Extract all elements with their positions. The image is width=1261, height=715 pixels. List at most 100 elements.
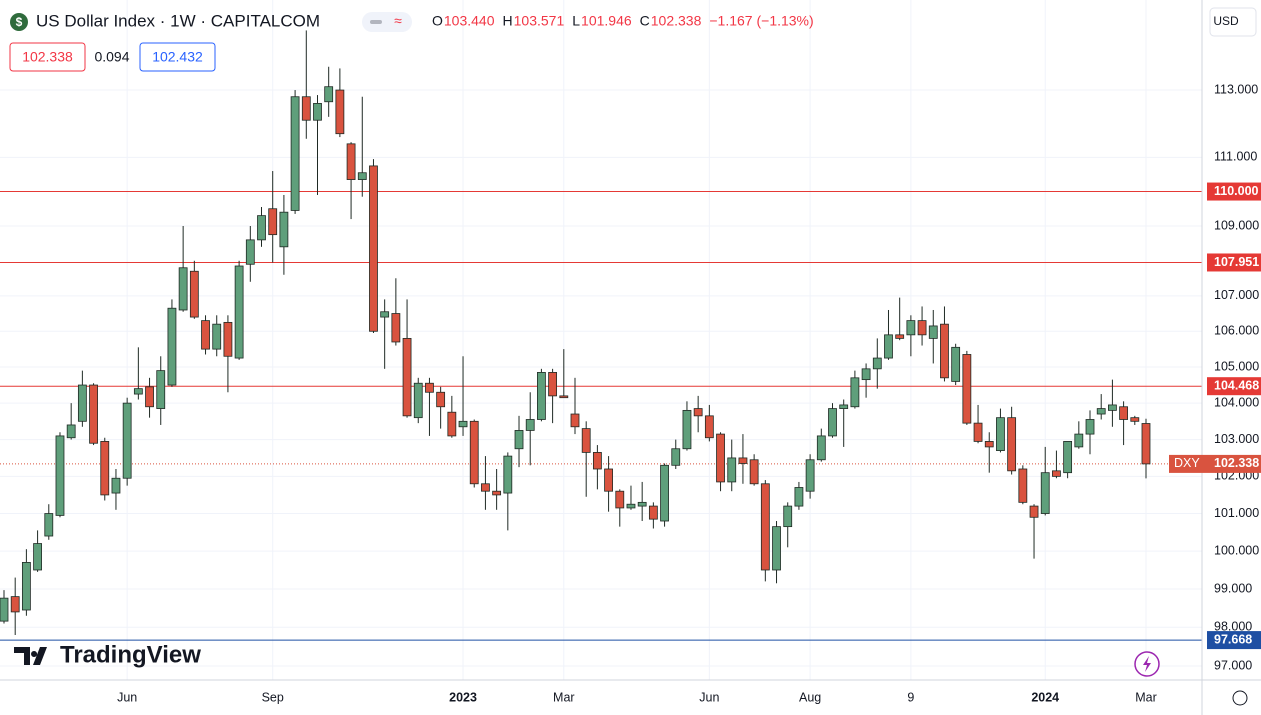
- candle-body: [503, 455, 513, 494]
- candle-body: [10, 596, 20, 613]
- currency-button[interactable]: [1209, 7, 1257, 37]
- candle-body: [324, 86, 334, 103]
- candle-body: [772, 526, 781, 571]
- candle-body: [783, 505, 793, 528]
- candle-body: [1096, 408, 1106, 415]
- logo-mark: [14, 647, 47, 665]
- level-label: 110.000: [1214, 184, 1259, 198]
- candle-body: [984, 441, 994, 448]
- candle-body: [44, 513, 54, 537]
- candle-body: [492, 490, 502, 496]
- candle-body: [537, 372, 546, 420]
- candle-body: [884, 334, 893, 359]
- candle-body: [738, 457, 748, 464]
- candle-body: [794, 487, 804, 507]
- candle-body: [122, 402, 132, 479]
- candle-body: [178, 267, 188, 311]
- candle-body: [693, 408, 703, 417]
- candle-body: [1052, 470, 1061, 477]
- candle-body: [301, 96, 311, 121]
- candle-body: [1029, 505, 1039, 518]
- x-tick-label: 9: [907, 690, 914, 704]
- candle-body: [962, 354, 972, 424]
- candle-body: [111, 477, 121, 494]
- candle-body: [760, 483, 770, 571]
- candle-body: [996, 417, 1005, 451]
- candle-body: [559, 395, 569, 399]
- candle-body: [391, 313, 401, 343]
- candle-body: [604, 468, 613, 492]
- candle-body: [940, 323, 949, 379]
- candle-body: [21, 562, 31, 611]
- candle-body: [581, 428, 591, 453]
- candle-body: [313, 103, 322, 121]
- level-label: 107.951: [1214, 255, 1259, 269]
- candle-body: [716, 433, 725, 483]
- ohlc-values: O 103.440 H 103.571 L 101.946 C 102.338 −1.167 (…: [432, 13, 814, 29]
- candle-body: [828, 408, 837, 437]
- ohlc-value: 103.571: [514, 13, 565, 29]
- candle-body: [648, 505, 658, 520]
- candle-body: [77, 384, 87, 422]
- logo: TradingView: [14, 641, 201, 668]
- candles: [0, 30, 1151, 635]
- candle-body: [872, 357, 882, 370]
- candle-body: [626, 503, 636, 509]
- indicator-toggle[interactable]: [362, 12, 412, 32]
- y-tick-label: 109.000: [1214, 218, 1259, 232]
- candle-body: [1130, 417, 1140, 422]
- y-tick-label: 103.000: [1214, 432, 1259, 446]
- candle-body: [245, 239, 255, 265]
- candle-body: [189, 270, 199, 318]
- candle-body: [548, 372, 558, 397]
- candle-body: [268, 208, 278, 236]
- level-label-box: [1207, 182, 1261, 201]
- candle-body: [1119, 406, 1128, 420]
- x-tick-label: Jun: [699, 690, 719, 704]
- candle-body: [0, 597, 9, 622]
- toggle-icon: [370, 20, 382, 24]
- ohlc-key: C: [640, 13, 650, 29]
- level-label-box: [1207, 631, 1261, 650]
- candle-body: [66, 424, 76, 439]
- level-label: 97.668: [1214, 632, 1252, 646]
- candle-body: [413, 382, 423, 419]
- ask-box[interactable]: [139, 42, 216, 72]
- ask-price: 102.432: [152, 49, 203, 65]
- x-tick-label: Aug: [799, 690, 821, 704]
- candle-body: [850, 377, 860, 408]
- candle-body: [917, 320, 927, 336]
- candle-body: [973, 422, 983, 442]
- candle-body: [727, 457, 737, 483]
- candle-body: [805, 459, 815, 492]
- x-tick-label: Mar: [553, 690, 575, 704]
- candle-body: [167, 307, 177, 386]
- y-tick-label: 100.000: [1214, 543, 1259, 557]
- y-tick-label: 113.000: [1214, 82, 1258, 96]
- candle-body: [257, 215, 266, 241]
- candle-body: [447, 411, 457, 437]
- candle-body: [290, 96, 300, 211]
- logo-text: TradingView: [60, 641, 201, 668]
- candle-body: [402, 337, 412, 417]
- ohlc-key: L: [572, 13, 580, 29]
- x-tick-label: Mar: [1135, 690, 1157, 704]
- price-label-box: [1169, 454, 1261, 473]
- chart-title: US Dollar Index · 1W · CAPITALCOM: [36, 11, 320, 30]
- change: −1.167 (−1.13%): [709, 13, 813, 29]
- candle-body: [201, 320, 210, 350]
- toggle-icon-wave: ≈: [394, 13, 402, 29]
- y-tick-label: 104.000: [1214, 395, 1259, 409]
- y-tick-label: 98.000: [1214, 620, 1252, 634]
- candle-body: [637, 501, 647, 507]
- candle-body: [1074, 433, 1084, 448]
- candle-body: [380, 311, 390, 318]
- bid-box[interactable]: [9, 42, 86, 72]
- settings-icon[interactable]: [1232, 690, 1248, 706]
- candle-body: [357, 172, 367, 180]
- candle-body: [100, 441, 110, 496]
- x-tick-label: 2024: [1031, 690, 1059, 704]
- symbol-icon-glyph: $: [16, 15, 23, 29]
- y-tick-label: 99.000: [1214, 581, 1252, 595]
